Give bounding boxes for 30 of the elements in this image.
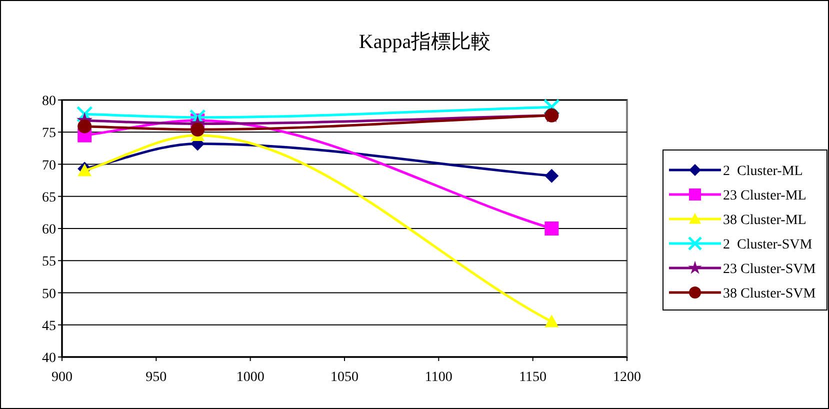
legend-label: 23 Cluster-SVM: [723, 262, 816, 277]
legend-label: 2 Cluster-SVM: [723, 238, 813, 252]
legend-label: 23 Cluster-ML: [723, 188, 806, 204]
point: [544, 168, 559, 183]
point: [543, 98, 560, 116]
y-tick-label: 50: [42, 286, 56, 302]
x-tick-label: 1000: [236, 370, 264, 385]
legend-label: 38 Cluster-ML: [723, 213, 806, 228]
y-tick-label: 80: [42, 94, 56, 109]
point: [78, 119, 92, 134]
legend-label: 38 Cluster-SVM: [723, 286, 816, 302]
x-tick-label: 1100: [424, 370, 452, 385]
y-tick-label: 45: [42, 318, 56, 334]
point: [76, 106, 93, 122]
x-tick-label: 1150: [519, 370, 547, 385]
legend-label: 2 Cluster-ML: [723, 164, 803, 179]
y-tick-label: 65: [42, 190, 56, 206]
x-tick-label: 1200: [613, 370, 641, 385]
y-tick-label: 55: [42, 254, 56, 270]
x-tick-label: 900: [52, 370, 72, 385]
y-tick-label: 75: [42, 126, 56, 142]
x-tick-label: 950: [146, 370, 167, 385]
point: [544, 314, 559, 328]
y-tick-label: 70: [42, 158, 56, 174]
y-tick-label: 60: [42, 222, 56, 238]
y-tick-label: 40: [42, 351, 56, 366]
point: [190, 122, 205, 137]
chart-title: Kappa指標比較: [358, 31, 492, 53]
x-tick-label: 1050: [330, 370, 358, 385]
point: [544, 222, 559, 236]
